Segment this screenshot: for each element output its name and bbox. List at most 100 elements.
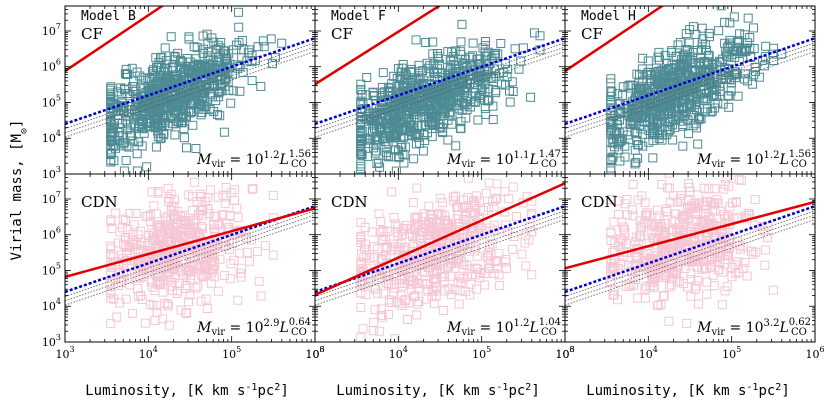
- data-point: [718, 99, 728, 109]
- fit-equation: Mvir = 101.2L1.56 CO: [696, 149, 811, 170]
- data-point: [356, 259, 366, 269]
- data-point: [143, 266, 153, 276]
- data-point: [653, 233, 662, 243]
- data-point: [424, 201, 434, 211]
- data-point: [483, 253, 493, 263]
- data-point: [662, 65, 672, 75]
- data-point: [197, 202, 207, 212]
- data-point: [615, 156, 625, 166]
- data-point: [479, 66, 489, 76]
- data-point: [160, 115, 170, 125]
- data-point: [473, 115, 483, 125]
- data-point: [447, 110, 457, 120]
- data-point: [727, 263, 737, 272]
- fit-line: [565, 6, 665, 73]
- data-point: [234, 38, 244, 48]
- data-point: [422, 58, 432, 68]
- data-point: [607, 264, 617, 274]
- data-point: [192, 43, 202, 53]
- data-point: [657, 135, 667, 145]
- data-point: [379, 289, 389, 299]
- data-point: [748, 249, 758, 259]
- data-point: [429, 68, 439, 78]
- data-point: [640, 293, 650, 303]
- data-point: [649, 105, 659, 115]
- gray-reference-line: [565, 210, 815, 297]
- data-point: [129, 76, 138, 86]
- data-point: [134, 122, 144, 131]
- data-point: [122, 118, 132, 128]
- data-point: [663, 183, 673, 193]
- data-point: [153, 277, 163, 287]
- data-point: [412, 183, 422, 193]
- data-point: [617, 217, 627, 227]
- data-point: [458, 195, 468, 205]
- data-point: [218, 190, 228, 200]
- data-point: [652, 257, 662, 267]
- data-point: [179, 133, 189, 143]
- data-point: [458, 229, 468, 239]
- data-point: [138, 272, 148, 282]
- data-point: [720, 179, 730, 189]
- data-point: [760, 260, 770, 270]
- data-point: [146, 210, 156, 220]
- data-point: [423, 284, 433, 294]
- data-point: [650, 274, 659, 284]
- data-point: [392, 124, 402, 134]
- data-point: [723, 91, 733, 101]
- data-point: [401, 264, 411, 274]
- data-point: [434, 208, 444, 218]
- data-point: [106, 83, 116, 93]
- data-point: [378, 88, 388, 98]
- data-point: [400, 81, 410, 90]
- data-point: [440, 215, 449, 225]
- data-point: [410, 100, 420, 109]
- data-point: [391, 113, 401, 123]
- data-point: [678, 141, 688, 151]
- data-point: [213, 286, 223, 296]
- data-point: [168, 79, 178, 89]
- data-point: [203, 193, 213, 203]
- data-point: [669, 98, 678, 108]
- data-point: [465, 234, 475, 244]
- data-point: [399, 270, 409, 280]
- data-point: [720, 286, 730, 296]
- data-point: [252, 247, 262, 257]
- fit-line: [65, 6, 165, 73]
- data-point: [450, 46, 460, 56]
- data-point: [429, 113, 439, 122]
- data-point: [656, 78, 666, 88]
- data-point: [201, 294, 211, 304]
- data-point: [652, 114, 662, 124]
- data-point: [606, 278, 616, 288]
- data-point: [485, 259, 495, 269]
- data-point: [680, 220, 690, 230]
- data-point: [715, 248, 725, 257]
- data-point: [661, 246, 671, 256]
- data-point: [188, 192, 197, 202]
- data-point: [420, 105, 430, 115]
- data-point: [356, 164, 366, 174]
- data-point: [179, 92, 189, 102]
- data-point: [674, 241, 684, 251]
- data-point: [466, 96, 476, 106]
- data-point: [665, 88, 675, 98]
- data-point: [637, 191, 647, 201]
- data-point: [449, 196, 459, 206]
- data-point: [761, 41, 771, 51]
- data-point: [208, 250, 218, 260]
- data-point: [368, 326, 378, 336]
- gray-reference-line: [315, 218, 565, 306]
- data-point: [703, 61, 713, 71]
- data-point: [167, 99, 177, 109]
- data-point: [411, 224, 420, 234]
- gray-reference-line: [315, 50, 565, 138]
- x-tick-label: 106: [555, 345, 574, 361]
- data-point: [400, 150, 410, 160]
- data-point: [385, 132, 395, 142]
- data-point: [650, 272, 660, 282]
- data-point: [430, 268, 439, 278]
- data-point: [743, 38, 753, 48]
- data-point: [401, 122, 411, 132]
